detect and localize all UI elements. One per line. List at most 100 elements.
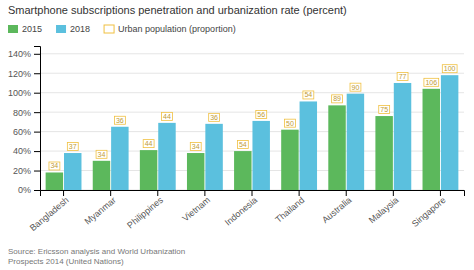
bar <box>423 89 440 190</box>
urban-value: 90 <box>352 84 360 91</box>
urban-label: 36 <box>114 116 125 124</box>
y-tick-mark <box>34 112 40 113</box>
source-line: Source: Ericsson analysis and World Urba… <box>8 247 185 256</box>
legend-label: 2018 <box>70 24 90 34</box>
urban-label: 106 <box>424 78 439 86</box>
urban-label: 77 <box>397 72 408 80</box>
x-tick: Thailand <box>273 190 306 225</box>
urban-label: 54 <box>303 91 314 99</box>
bar <box>375 116 392 190</box>
x-axis: Bangladesh MyanmarPhilippines Vietnam Indon… <box>28 190 465 233</box>
y-tick: 60% <box>13 127 40 137</box>
chart: Smartphone subscriptions penetration and… <box>0 0 474 270</box>
urban-box <box>96 150 107 158</box>
y-tick-label: 120% <box>8 69 31 79</box>
bar-series <box>64 75 458 190</box>
urban-value: 36 <box>116 117 124 124</box>
y-tick: 40% <box>13 146 40 156</box>
x-tick-label: Myanmar <box>83 195 118 227</box>
x-tick: Philippines <box>125 190 165 231</box>
x-tick-label: Australia <box>320 195 353 225</box>
bar <box>111 127 128 190</box>
urban-label: 44 <box>143 140 154 148</box>
grid-line <box>40 53 464 54</box>
urban-box <box>190 143 201 151</box>
y-tick-mark <box>34 151 40 152</box>
urban-value: 34 <box>50 162 58 169</box>
bar <box>46 172 63 190</box>
x-tick-label: Vietnam <box>180 195 212 224</box>
urban-box <box>397 72 408 80</box>
source: Source: Ericsson analysis and World Urba… <box>8 247 185 266</box>
bars <box>46 75 459 190</box>
urban-box <box>424 78 439 86</box>
urban-value: 44 <box>163 113 171 120</box>
urban-box <box>379 106 390 114</box>
urban-box <box>303 91 314 99</box>
x-tick: Bangladesh <box>28 190 71 233</box>
bar <box>140 150 157 190</box>
x-tick-label: Singapore <box>410 195 448 229</box>
y-tick: 100% <box>8 88 40 98</box>
urban-value: 37 <box>69 143 77 150</box>
x-tick-label: Thailand <box>273 195 306 225</box>
urban-label: 34 <box>96 150 107 158</box>
y-tick: 20% <box>13 166 40 176</box>
bar <box>158 123 175 190</box>
urban-value: 89 <box>333 95 341 102</box>
urban-label: 36 <box>209 113 220 121</box>
urban-value: 34 <box>192 143 200 150</box>
x-tick: Singapore <box>410 190 448 229</box>
urban-label: 37 <box>67 143 78 151</box>
source-line: Prospects 2014 (United Nations) <box>8 257 124 266</box>
y-tick-mark <box>34 54 40 55</box>
urban-value: 77 <box>399 73 407 80</box>
urban-box <box>49 162 60 170</box>
urban-box <box>442 65 457 73</box>
bar <box>187 153 204 190</box>
urban-box <box>285 119 296 127</box>
y-tick: 140% <box>8 49 40 59</box>
urban-value: 34 <box>98 151 106 158</box>
title: Smartphone subscriptions penetration and… <box>8 4 347 16</box>
bar <box>394 83 411 190</box>
y-tick-label: 20% <box>13 166 31 176</box>
urban-value: 44 <box>145 140 153 147</box>
x-tick: Australia <box>320 190 353 225</box>
urban-label: 89 <box>332 95 343 103</box>
bar <box>234 151 251 190</box>
urban-label: 44 <box>162 112 173 120</box>
x-tick-label: Malaysia <box>367 195 401 225</box>
bar <box>328 105 345 190</box>
y-tick-label: 0% <box>18 185 31 195</box>
bar-series <box>46 89 440 190</box>
urban-value: 54 <box>239 141 247 148</box>
bar <box>300 101 317 190</box>
urban-value: 50 <box>286 120 294 127</box>
y-tick: 0% <box>18 185 40 195</box>
legend-item: 2018 <box>56 24 90 34</box>
legend-label: 2015 <box>22 24 42 34</box>
urban-value: 36 <box>210 114 218 121</box>
y-tick: 80% <box>13 108 40 118</box>
bar <box>64 153 81 190</box>
legend-swatch <box>8 25 18 33</box>
urban-label: 75 <box>379 106 390 114</box>
y-tick-label: 40% <box>13 146 31 156</box>
y-axis: 0% 20% 40% 60% 80% 100% 120% 140% <box>8 47 41 196</box>
y-axis-line <box>34 47 41 191</box>
x-tick: Vietnam <box>180 190 212 224</box>
urban-labels: 34344434545089751063736443656549077100 <box>49 65 457 170</box>
legend: 2015 2018 Urban population (proportion) <box>8 24 236 34</box>
bar <box>205 124 222 190</box>
bar <box>441 75 458 190</box>
y-tick: 120% <box>8 69 40 79</box>
urban-box <box>162 112 173 120</box>
x-tick: Myanmar <box>83 190 118 227</box>
x-tick-label: Indonesia <box>223 195 259 228</box>
urban-label: 54 <box>237 141 248 149</box>
legend-label: Urban population (proportion) <box>118 24 236 34</box>
bar <box>252 121 269 190</box>
urban-label: 34 <box>190 143 201 151</box>
y-tick-mark <box>34 73 40 74</box>
